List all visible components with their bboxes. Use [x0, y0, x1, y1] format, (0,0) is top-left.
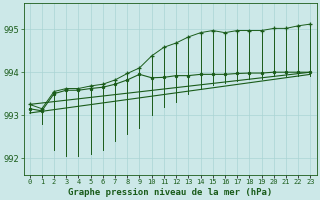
X-axis label: Graphe pression niveau de la mer (hPa): Graphe pression niveau de la mer (hPa) [68, 188, 272, 197]
